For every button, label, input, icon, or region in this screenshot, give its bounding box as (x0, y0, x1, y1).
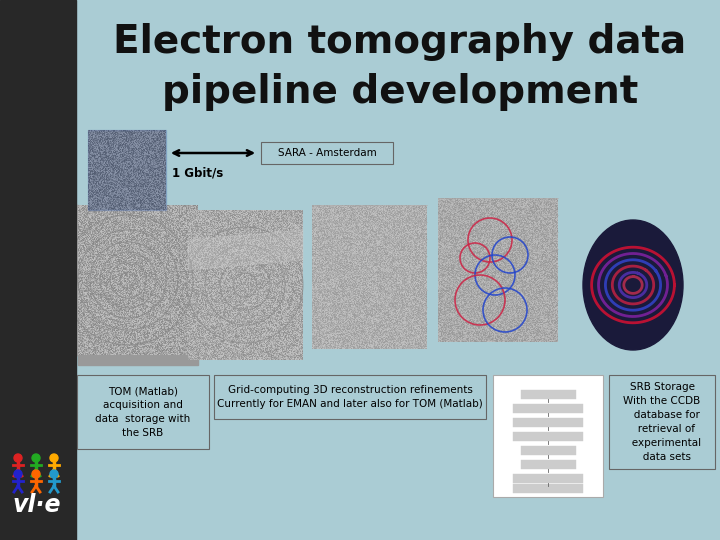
FancyBboxPatch shape (77, 375, 209, 449)
FancyBboxPatch shape (214, 375, 486, 419)
Bar (513, 418, 583, 427)
Circle shape (14, 470, 22, 478)
Text: TOM (Matlab)
acquisition and
data  storage with
the SRB: TOM (Matlab) acquisition and data storag… (95, 386, 191, 438)
Bar (521, 390, 576, 399)
Circle shape (14, 454, 22, 462)
Bar (513, 484, 583, 493)
Bar (521, 446, 576, 455)
Polygon shape (78, 355, 198, 365)
Text: Grid-computing 3D reconstruction refinements
Currently for EMAN and later also f: Grid-computing 3D reconstruction refinem… (217, 385, 483, 409)
Bar (0, 0, 76, 540)
Bar (513, 404, 583, 413)
Polygon shape (55, 205, 78, 375)
Circle shape (50, 470, 58, 478)
Bar (513, 474, 583, 483)
Circle shape (32, 470, 40, 478)
Text: SRB Storage
With the CCDB
   database for
   retrieval of
   experimental
   dat: SRB Storage With the CCDB database for r… (622, 382, 701, 462)
Polygon shape (188, 230, 303, 270)
Text: SARA - Amsterdam: SARA - Amsterdam (278, 148, 377, 158)
Bar (88, 130, 166, 210)
Circle shape (32, 454, 40, 462)
Circle shape (50, 454, 58, 462)
FancyBboxPatch shape (493, 375, 603, 497)
Bar (521, 460, 576, 469)
FancyBboxPatch shape (609, 375, 715, 469)
Ellipse shape (583, 220, 683, 350)
Bar (513, 432, 583, 441)
Text: 1 Gbit/s: 1 Gbit/s (172, 166, 224, 179)
FancyBboxPatch shape (261, 142, 393, 164)
Text: pipeline development: pipeline development (162, 73, 638, 111)
Text: vl·e: vl·e (13, 493, 61, 517)
Text: Electron tomography data: Electron tomography data (114, 23, 687, 61)
